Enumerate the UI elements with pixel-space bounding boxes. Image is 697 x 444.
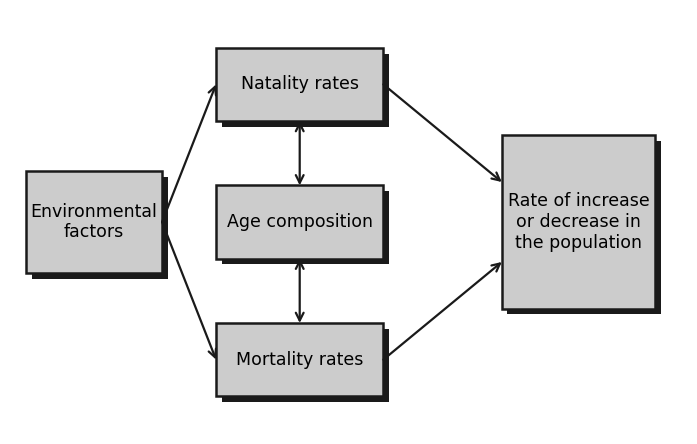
Bar — [222, 329, 389, 402]
Text: Age composition: Age composition — [227, 213, 373, 231]
Bar — [502, 135, 655, 309]
FancyArrowPatch shape — [296, 261, 304, 321]
Bar — [216, 186, 383, 258]
FancyArrowPatch shape — [383, 264, 500, 360]
Bar — [507, 141, 661, 314]
Text: Rate of increase
or decrease in
the population: Rate of increase or decrease in the popu… — [507, 192, 650, 252]
FancyArrowPatch shape — [162, 222, 216, 357]
Bar — [216, 48, 383, 121]
Text: Environmental
factors: Environmental factors — [31, 202, 158, 242]
Bar — [26, 171, 162, 273]
Bar — [222, 191, 389, 265]
Bar — [222, 54, 389, 127]
FancyArrowPatch shape — [162, 87, 216, 222]
Bar — [32, 177, 168, 279]
Bar — [216, 323, 383, 396]
Text: Natality rates: Natality rates — [240, 75, 359, 93]
FancyArrowPatch shape — [296, 123, 304, 183]
Text: Mortality rates: Mortality rates — [236, 351, 363, 369]
FancyArrowPatch shape — [383, 84, 500, 180]
